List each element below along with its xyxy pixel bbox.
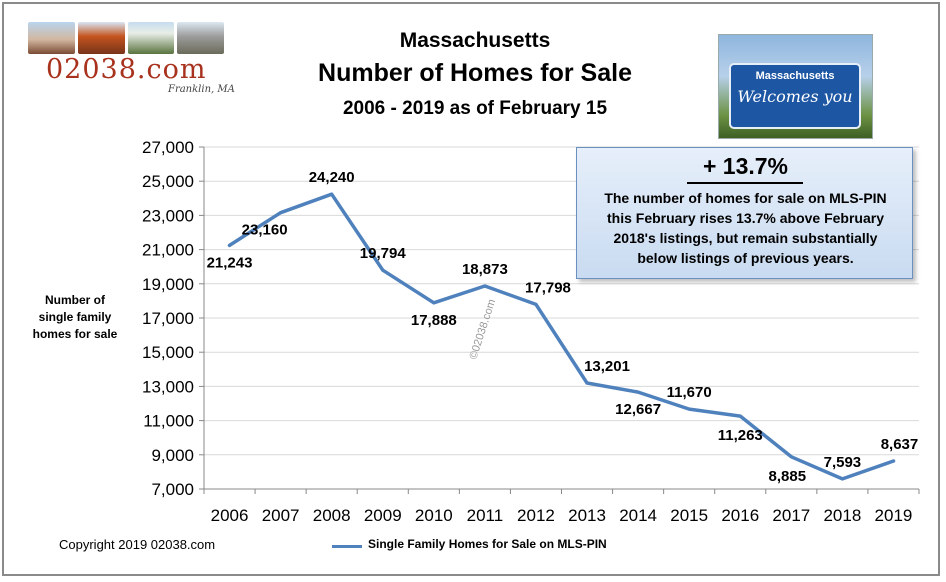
data-label: 19,794 bbox=[360, 245, 407, 262]
x-tick-label: 2007 bbox=[262, 506, 300, 525]
data-label: 13,201 bbox=[584, 358, 630, 375]
data-point bbox=[483, 284, 487, 288]
data-label: 17,888 bbox=[411, 312, 457, 329]
data-point bbox=[738, 414, 742, 418]
title-line-2: Number of Homes for Sale bbox=[318, 59, 632, 87]
data-point bbox=[228, 243, 232, 247]
callout-box: + 13.7% The number of homes for sale on … bbox=[576, 147, 913, 279]
x-tick-label: 2006 bbox=[211, 506, 249, 525]
callout-text-line-1: The number of homes for sale on MLS-PIN bbox=[604, 190, 887, 206]
y-axis-label-line-3: homes for sale bbox=[32, 327, 118, 341]
callout-text-line-4: below listings of previous years. bbox=[637, 250, 854, 266]
data-point bbox=[585, 381, 589, 385]
welcome-sign-board: Massachusetts Welcomes you bbox=[729, 63, 861, 129]
x-tick-label: 2014 bbox=[619, 506, 657, 525]
data-label: 21,243 bbox=[207, 254, 253, 271]
callout-headline: + 13.7% bbox=[702, 153, 789, 179]
callout-text-line-2: this February rises 13.7% above February bbox=[606, 210, 884, 226]
welcome-sign-state: Massachusetts bbox=[755, 70, 835, 82]
data-point bbox=[789, 455, 793, 459]
data-point bbox=[687, 407, 691, 411]
y-tick-label: 25,000 bbox=[142, 172, 194, 191]
x-tick-label: 2011 bbox=[467, 506, 504, 525]
data-point bbox=[381, 268, 385, 272]
y-tick-label: 27,000 bbox=[142, 138, 194, 157]
data-point bbox=[534, 302, 538, 306]
title-line-1: Massachusetts bbox=[399, 29, 551, 52]
callout-text-line-3: 2018's listings, but remain substantiall… bbox=[613, 230, 878, 246]
legend-series-label: Single Family Homes for Sale on MLS-PIN bbox=[368, 537, 607, 551]
x-tick-label: 2019 bbox=[875, 506, 913, 525]
massachusetts-welcome-sign-image: Massachusetts Welcomes you bbox=[718, 34, 873, 139]
data-label: 18,873 bbox=[462, 261, 508, 278]
y-tick-label: 17,000 bbox=[142, 309, 194, 328]
data-label: 11,670 bbox=[667, 384, 712, 401]
photo-town-hall bbox=[28, 22, 75, 54]
y-axis-label: Number of single family homes for sale bbox=[30, 292, 120, 343]
logo-signature: Franklin, MA bbox=[168, 84, 235, 95]
title-line-3: 2006 - 2019 as of February 15 bbox=[342, 98, 608, 119]
y-tick-label: 9,000 bbox=[151, 446, 194, 465]
logo-photo-strip bbox=[28, 22, 224, 54]
copyright-text: Copyright 2019 02038.com bbox=[59, 537, 216, 552]
photo-monument bbox=[177, 22, 224, 54]
photo-house bbox=[127, 22, 175, 54]
data-label: 11,263 bbox=[718, 427, 763, 444]
x-tick-label: 2009 bbox=[364, 506, 402, 525]
y-tick-label: 21,000 bbox=[142, 241, 194, 260]
data-point bbox=[840, 477, 844, 481]
data-point bbox=[279, 211, 283, 215]
x-tick-label: 2013 bbox=[568, 506, 606, 525]
callout-underline bbox=[687, 182, 803, 184]
y-tick-label: 15,000 bbox=[142, 343, 194, 362]
site-logo-text: 02038.com bbox=[46, 54, 207, 85]
x-tick-label: 2010 bbox=[415, 506, 453, 525]
data-label: 8,637 bbox=[881, 436, 919, 453]
data-label: 24,240 bbox=[309, 169, 355, 186]
callout-text: The number of homes for sale on MLS-PIN … bbox=[587, 188, 904, 268]
y-tick-label: 23,000 bbox=[142, 206, 194, 225]
legend-line-swatch bbox=[332, 545, 362, 548]
data-label: 23,160 bbox=[242, 222, 288, 239]
chart-legend: Single Family Homes for Sale on MLS-PIN bbox=[332, 537, 692, 555]
x-tick-label: 2015 bbox=[670, 506, 708, 525]
welcome-sign-script: Welcomes you bbox=[737, 87, 853, 106]
data-label: 17,798 bbox=[525, 279, 571, 296]
y-tick-label: 19,000 bbox=[142, 275, 194, 294]
y-tick-label: 7,000 bbox=[151, 480, 194, 499]
photo-autumn-trees bbox=[77, 22, 125, 54]
data-point bbox=[891, 459, 895, 463]
watermark-text: ©02038.com bbox=[467, 298, 498, 361]
data-label: 12,667 bbox=[615, 401, 661, 418]
series-line bbox=[227, 192, 896, 481]
data-label: 7,593 bbox=[824, 454, 862, 471]
data-point bbox=[330, 192, 334, 196]
x-tick-label: 2017 bbox=[772, 506, 810, 525]
data-label: 8,885 bbox=[769, 468, 807, 485]
data-point bbox=[636, 390, 640, 394]
y-axis-label-line-2: single family bbox=[38, 310, 112, 324]
y-tick-label: 11,000 bbox=[143, 412, 194, 431]
y-axis-label-line-1: Number of bbox=[45, 293, 105, 307]
x-tick-label: 2018 bbox=[823, 506, 861, 525]
x-tick-label: 2016 bbox=[721, 506, 759, 525]
x-tick-label: 2012 bbox=[517, 506, 555, 525]
x-tick-label: 2008 bbox=[313, 506, 351, 525]
y-tick-label: 13,000 bbox=[142, 377, 194, 396]
data-point bbox=[432, 301, 436, 305]
